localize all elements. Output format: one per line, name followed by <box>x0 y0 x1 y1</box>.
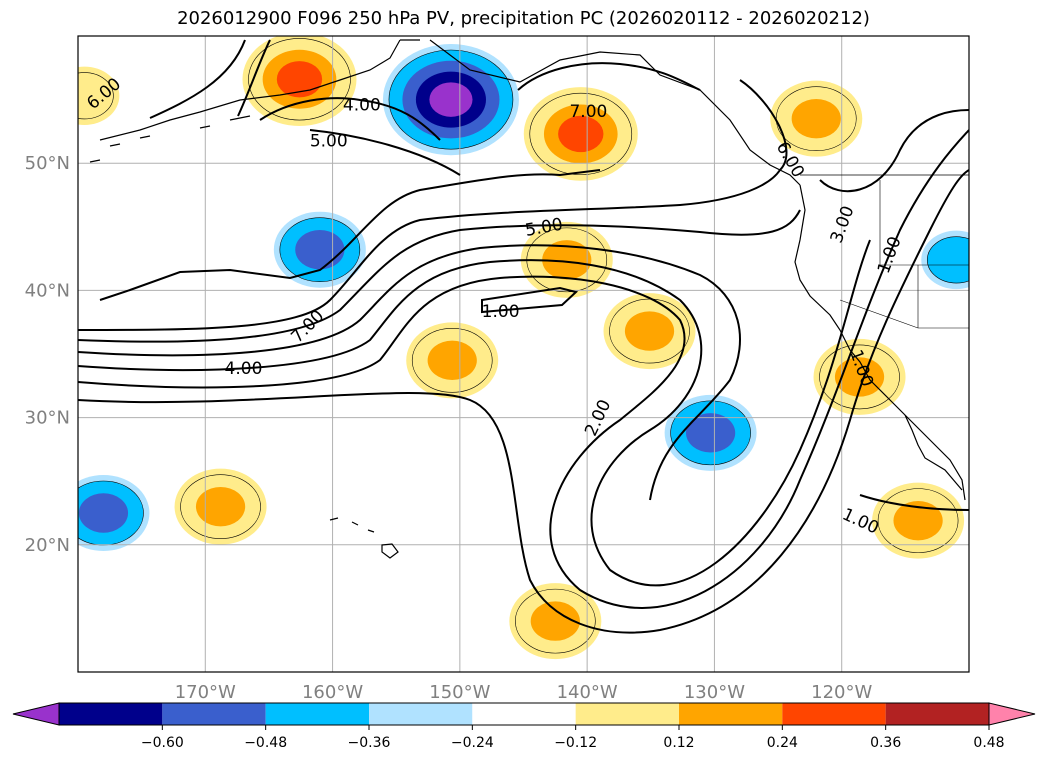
pv-contour <box>517 62 701 91</box>
precip-contour-fill <box>558 115 604 153</box>
colorbar-tick-label: 0.48 <box>973 735 1004 751</box>
pv-contour <box>78 244 741 501</box>
pv-contour <box>859 494 969 511</box>
lon-tick-label: 140°W <box>557 682 618 703</box>
map-area: 6.00 4.005.007.006.005.00 3.001.007.00 1.00… <box>78 36 969 672</box>
colorbar-tick-label: −0.36 <box>348 735 391 751</box>
colorbar-bin <box>472 703 576 725</box>
coastline-north-america <box>794 184 966 501</box>
colorbar-bin <box>12 702 60 726</box>
colorbar-tick-label: 0.36 <box>870 735 901 751</box>
colorbar-frame <box>58 702 990 726</box>
lon-tick-label: 150°W <box>429 682 490 703</box>
contour-label-text: 4.00 <box>343 96 381 116</box>
lon-tick-label: 160°W <box>302 682 363 703</box>
coastline-alaska <box>99 39 801 186</box>
contour-label-text: 5.00 <box>310 131 348 151</box>
precip-contour-fill <box>893 500 943 541</box>
pv-contours <box>78 39 969 634</box>
border-states <box>839 180 969 329</box>
colorbar-tick-label: 0.24 <box>767 735 798 751</box>
map-frame <box>77 35 970 673</box>
colorbar-tick-label: −0.60 <box>141 735 184 751</box>
lat-tick-label: 20°N <box>25 535 70 556</box>
pv-contour <box>78 79 788 331</box>
axis-tick-labels: 170°W 160°W 150°W 140°W 130°W 120°W 20°N 30°N 40… <box>25 153 873 703</box>
contour-label: 7.00 <box>569 102 607 122</box>
pv-contour <box>78 129 969 609</box>
pv-contour <box>237 39 441 141</box>
precip-contour-fill <box>429 82 473 117</box>
colorbar-bin <box>885 703 989 725</box>
pv-contour <box>149 39 461 176</box>
precipitation-shading <box>78 36 969 660</box>
pv-contour <box>819 109 969 193</box>
colorbar-tick-label: 0.12 <box>663 735 694 751</box>
colorbar: −0.60 −0.48 −0.36 −0.24 −0.12 0.12 0.24 0.36 0.4… <box>12 702 1036 751</box>
precip-contour-fill <box>791 98 841 139</box>
pv-contour <box>78 239 871 587</box>
colorbar-bin <box>59 703 163 725</box>
precip-contour-fill <box>427 340 477 381</box>
precip-contour-fill <box>78 493 129 533</box>
contour-label-text: 4.00 <box>225 359 263 379</box>
precip-contour-fill <box>530 601 580 641</box>
colorbar-tick-label: −0.12 <box>554 735 597 751</box>
pv-contour <box>78 169 969 634</box>
coastlines <box>89 39 969 559</box>
precip-contour-fill <box>685 413 736 453</box>
pv-contour <box>78 209 801 343</box>
lon-tick-label: 130°W <box>684 682 745 703</box>
contour-label-text: 7.00 <box>569 102 607 122</box>
pv-contour <box>481 286 579 314</box>
contour-label: 1.00 <box>482 302 520 322</box>
colorbar-bin <box>265 703 369 725</box>
colorbar-tick-label: −0.48 <box>244 735 287 751</box>
coastline-aleutians <box>89 115 251 163</box>
colorbar-bin <box>988 702 1036 726</box>
precip-contour-fill <box>195 486 246 527</box>
contour-label: 5.00 <box>310 131 348 151</box>
precip-contour-fill <box>78 72 114 120</box>
contour-label-text: 1.00 <box>482 302 520 322</box>
precip-contour-fill <box>834 357 885 397</box>
contour-label: 4.00 <box>343 96 381 116</box>
pv-contour <box>99 169 601 301</box>
colorbar-bin <box>162 703 266 725</box>
colorbar-tick-label: −0.24 <box>451 735 494 751</box>
colorbar-bin <box>782 703 886 725</box>
colorbar-bin <box>575 703 679 725</box>
colorbar-bin <box>369 703 473 725</box>
lat-tick-label: 50°N <box>25 153 70 174</box>
precip-contour-fill <box>276 61 323 98</box>
lon-tick-label: 170°W <box>175 682 236 703</box>
precip-contour-fill <box>295 230 345 270</box>
coastline-hawaii <box>329 517 399 559</box>
colorbar-bin <box>679 703 783 725</box>
precip-contour-fill <box>542 240 592 280</box>
precip-contour-fill <box>624 311 675 351</box>
precip-contour-fill <box>926 236 969 284</box>
lat-tick-label: 40°N <box>25 280 70 301</box>
lat-tick-label: 30°N <box>25 408 70 429</box>
lon-tick-label: 120°W <box>811 682 872 703</box>
contour-label: 4.00 <box>225 359 263 379</box>
page-title: 2026012900 F096 250 hPa PV, precipitatio… <box>177 8 870 29</box>
